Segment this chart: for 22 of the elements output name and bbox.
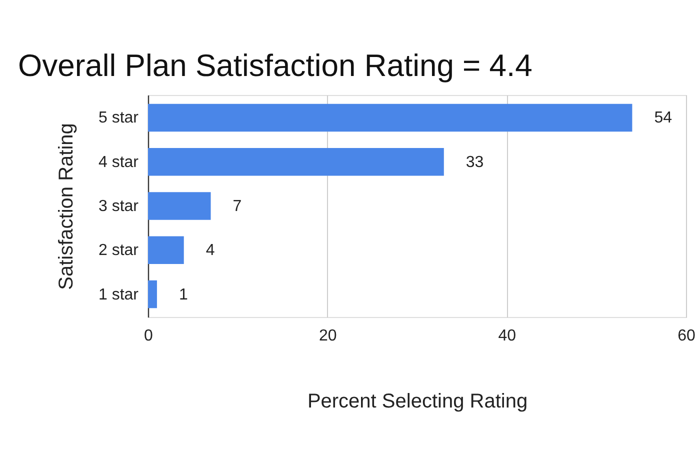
bar — [148, 280, 157, 308]
y-axis-title: Satisfaction Rating — [55, 123, 78, 290]
y-tick-label: 4 star — [98, 154, 140, 171]
bar — [148, 104, 632, 132]
bar — [148, 148, 444, 176]
chart-title: Overall Plan Satisfaction Rating = 4.4 — [18, 48, 532, 83]
x-axis-title: Percent Selecting Rating — [307, 390, 528, 412]
y-tick-label: 1 star — [98, 286, 140, 304]
data-label: 54 — [654, 110, 672, 127]
y-tick-label: 5 star — [98, 110, 140, 127]
data-label: 4 — [206, 242, 215, 260]
y-tick-label: 3 star — [98, 198, 140, 215]
data-label: 1 — [178, 286, 188, 304]
data-label: 33 — [466, 154, 484, 171]
bar — [148, 192, 211, 220]
x-tick-label: 0 — [144, 328, 154, 344]
bar — [148, 236, 184, 264]
x-tick-label: 20 — [318, 328, 337, 344]
x-tick-label: 40 — [498, 328, 516, 344]
y-tick-label: 2 star — [98, 242, 140, 260]
x-tick-label: 60 — [678, 328, 696, 344]
data-label: 7 — [232, 198, 242, 215]
